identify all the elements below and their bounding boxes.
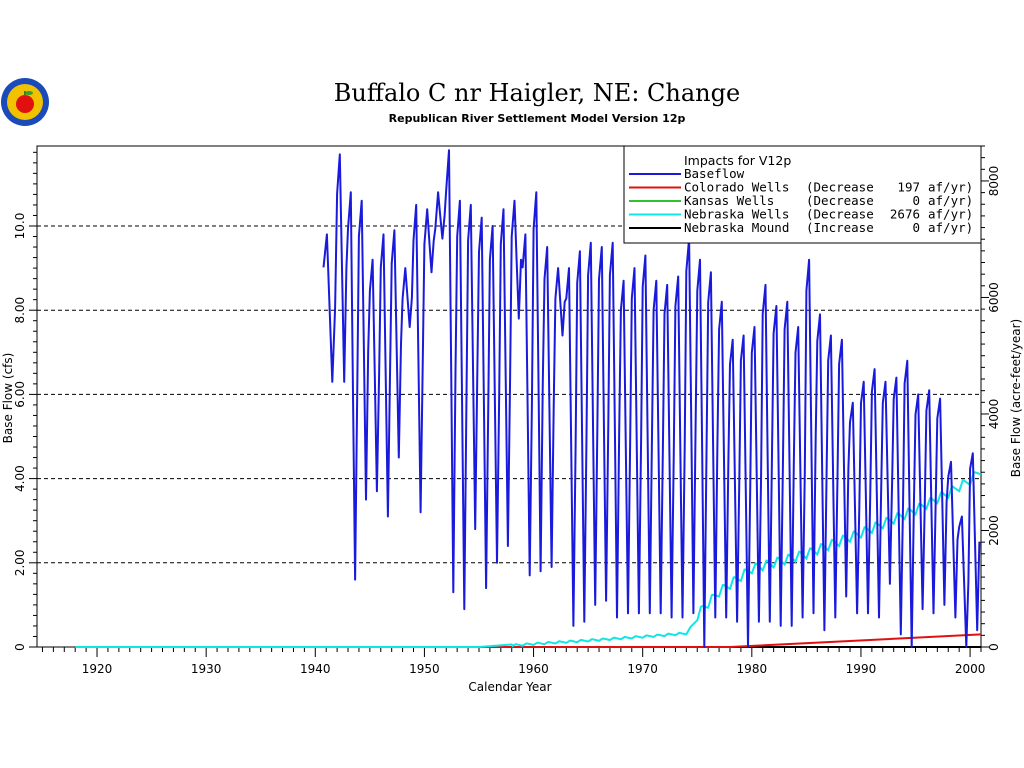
y-axis-left: 0 2.00 4.00 6.00 8.00 10.0	[13, 151, 37, 651]
legend-amount: 2676	[890, 207, 920, 222]
x-axis: 1920 1930 1940 1950 1960 1970 1980 1990 2000	[41, 647, 986, 676]
legend-label: Baseflow	[684, 166, 745, 181]
x-axis-title: Calendar Year	[468, 680, 551, 694]
x-tick-label: 1920	[82, 662, 113, 676]
x-tick-label: 1960	[518, 662, 549, 676]
legend-label: Kansas Wells	[684, 193, 774, 208]
legend-unit: af/yr)	[928, 180, 973, 195]
y2-tick-label: 2000	[987, 515, 1001, 546]
series-line-baseflow	[322, 149, 981, 648]
x-tick-label: 1950	[409, 662, 440, 676]
y2-axis-title: Base Flow (acre-feet/year)	[1009, 319, 1023, 477]
legend-detail: (Decrease	[806, 207, 874, 222]
y-tick-label: 10.0	[13, 213, 27, 240]
x-tick-label: 1980	[737, 662, 768, 676]
x-tick-label: 1970	[627, 662, 658, 676]
chart-title: Buffalo C nr Haigler, NE: Change	[334, 79, 740, 107]
y-tick-label: 6.00	[13, 381, 27, 408]
legend-unit: af/yr)	[928, 207, 973, 222]
legend-unit: af/yr)	[928, 220, 973, 235]
legend-amount: 0	[912, 220, 920, 235]
legend-detail: (Decrease	[806, 193, 874, 208]
legend-box	[623, 145, 982, 244]
legend-title: Impacts for V12p	[684, 153, 791, 168]
x-tick-label: 1930	[191, 662, 222, 676]
legend-amount: 197	[897, 180, 920, 195]
legend-label: Nebraska Wells	[684, 207, 789, 222]
x-tick-label: 1940	[300, 662, 331, 676]
y-tick-label: 0	[13, 643, 27, 651]
legend-detail: (Increase	[806, 220, 874, 235]
y-tick-label: 4.00	[13, 465, 27, 492]
y-tick-label: 2.00	[13, 549, 27, 576]
y2-tick-label: 6000	[987, 282, 1001, 313]
y2-tick-label: 8000	[987, 166, 1001, 197]
legend-label: Nebraska Mound	[684, 220, 789, 235]
y2-tick-label: 4000	[987, 399, 1001, 430]
legend-detail: (Decrease	[806, 180, 874, 195]
y-tick-label: 8.00	[13, 297, 27, 324]
y2-tick-label: 0	[987, 643, 1001, 651]
series-group	[75, 149, 982, 648]
legend-unit: af/yr)	[928, 193, 973, 208]
x-tick-label: 1990	[846, 662, 877, 676]
y-axis-right: 0 2000 4000 6000 8000	[981, 145, 1001, 651]
agency-logo-icon	[1, 78, 49, 126]
series-line-colorado-wells	[75, 633, 982, 648]
chart-subtitle: Republican River Settlement Model Versio…	[389, 112, 686, 125]
legend-label: Colorado Wells	[684, 180, 789, 195]
series-line-nebraska-wells	[75, 471, 982, 648]
legend-amount: 0	[912, 193, 920, 208]
x-tick-label: 2000	[955, 662, 986, 676]
y-axis-title: Base Flow (cfs)	[1, 353, 15, 444]
